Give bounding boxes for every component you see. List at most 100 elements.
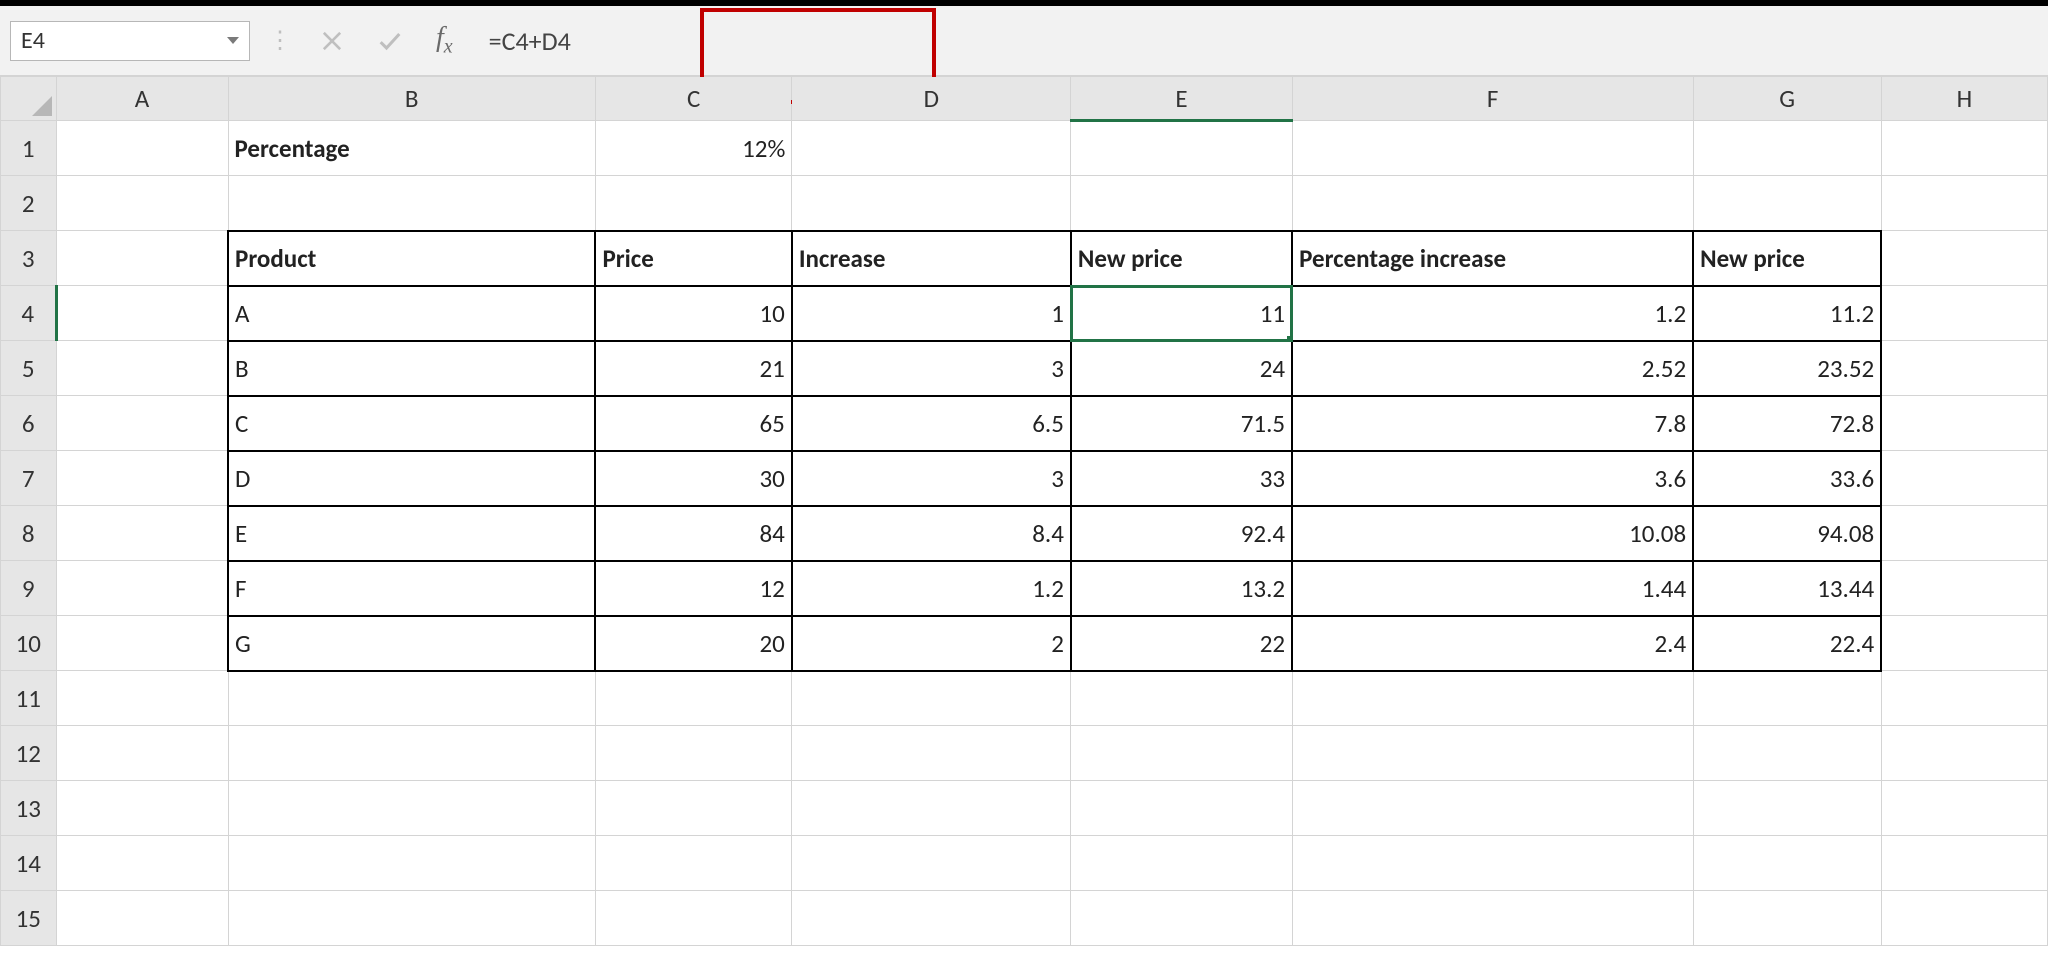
cell-D7[interactable]: 3 xyxy=(792,451,1071,506)
cell-F2[interactable] xyxy=(1292,176,1693,231)
cell-F15[interactable] xyxy=(1292,891,1693,946)
cell-D10[interactable]: 2 xyxy=(792,616,1071,671)
cell-D11[interactable] xyxy=(792,671,1071,726)
cell-B11[interactable] xyxy=(228,671,595,726)
fx-icon[interactable]: fx xyxy=(428,22,461,59)
cell-G2[interactable] xyxy=(1693,176,1881,231)
column-header-F[interactable]: F xyxy=(1292,77,1693,121)
cell-B12[interactable] xyxy=(228,726,595,781)
cell-D15[interactable] xyxy=(792,891,1071,946)
cell-F8[interactable]: 10.08 xyxy=(1292,506,1693,561)
row-header-12[interactable]: 12 xyxy=(1,726,57,781)
cell-H6[interactable] xyxy=(1881,396,2047,451)
cell-G7[interactable]: 33.6 xyxy=(1693,451,1881,506)
cell-A15[interactable] xyxy=(56,891,228,946)
row-header-14[interactable]: 14 xyxy=(1,836,57,891)
spreadsheet-grid[interactable]: ABCDEFGH1Percentage12%23ProductPriceIncr… xyxy=(0,76,2048,946)
cell-C11[interactable] xyxy=(595,671,791,726)
cell-D4[interactable]: 1 xyxy=(792,286,1071,341)
cell-H8[interactable] xyxy=(1881,506,2047,561)
cell-C14[interactable] xyxy=(595,836,791,891)
cell-E8[interactable]: 92.4 xyxy=(1071,506,1292,561)
cell-B10[interactable]: G xyxy=(228,616,595,671)
row-header-7[interactable]: 7 xyxy=(1,451,57,506)
cell-F13[interactable] xyxy=(1292,781,1693,836)
cell-A5[interactable] xyxy=(56,341,228,396)
cell-D9[interactable]: 1.2 xyxy=(792,561,1071,616)
cell-G8[interactable]: 94.08 xyxy=(1693,506,1881,561)
cell-G5[interactable]: 23.52 xyxy=(1693,341,1881,396)
cell-D13[interactable] xyxy=(792,781,1071,836)
cell-C12[interactable] xyxy=(595,726,791,781)
cell-C2[interactable] xyxy=(595,176,791,231)
cell-G13[interactable] xyxy=(1693,781,1881,836)
cell-G3[interactable]: New price xyxy=(1693,231,1881,286)
cell-H12[interactable] xyxy=(1881,726,2047,781)
cell-D12[interactable] xyxy=(792,726,1071,781)
cell-C7[interactable]: 30 xyxy=(595,451,791,506)
cell-G15[interactable] xyxy=(1693,891,1881,946)
cell-F7[interactable]: 3.6 xyxy=(1292,451,1693,506)
cell-C5[interactable]: 21 xyxy=(595,341,791,396)
cell-C9[interactable]: 12 xyxy=(595,561,791,616)
cell-B8[interactable]: E xyxy=(228,506,595,561)
column-header-H[interactable]: H xyxy=(1881,77,2047,121)
cell-H10[interactable] xyxy=(1881,616,2047,671)
cell-C6[interactable]: 65 xyxy=(595,396,791,451)
cell-D6[interactable]: 6.5 xyxy=(792,396,1071,451)
cell-A13[interactable] xyxy=(56,781,228,836)
cell-D8[interactable]: 8.4 xyxy=(792,506,1071,561)
cell-C15[interactable] xyxy=(595,891,791,946)
row-header-11[interactable]: 11 xyxy=(1,671,57,726)
cell-F9[interactable]: 1.44 xyxy=(1292,561,1693,616)
cell-B14[interactable] xyxy=(228,836,595,891)
cell-G12[interactable] xyxy=(1693,726,1881,781)
cell-F1[interactable] xyxy=(1292,121,1693,176)
cell-D1[interactable] xyxy=(792,121,1071,176)
cell-D5[interactable]: 3 xyxy=(792,341,1071,396)
cell-F14[interactable] xyxy=(1292,836,1693,891)
cell-F4[interactable]: 1.2 xyxy=(1292,286,1693,341)
row-header-2[interactable]: 2 xyxy=(1,176,57,231)
cell-E5[interactable]: 24 xyxy=(1071,341,1292,396)
row-header-5[interactable]: 5 xyxy=(1,341,57,396)
cell-H5[interactable] xyxy=(1881,341,2047,396)
cell-F3[interactable]: Percentage increase xyxy=(1292,231,1693,286)
cell-F6[interactable]: 7.8 xyxy=(1292,396,1693,451)
column-header-D[interactable]: D xyxy=(792,77,1071,121)
cell-E15[interactable] xyxy=(1071,891,1292,946)
cell-B15[interactable] xyxy=(228,891,595,946)
row-header-6[interactable]: 6 xyxy=(1,396,57,451)
cell-G9[interactable]: 13.44 xyxy=(1693,561,1881,616)
column-header-G[interactable]: G xyxy=(1693,77,1881,121)
cell-B6[interactable]: C xyxy=(228,396,595,451)
cell-H13[interactable] xyxy=(1881,781,2047,836)
row-header-15[interactable]: 15 xyxy=(1,891,57,946)
column-header-B[interactable]: B xyxy=(228,77,595,121)
cell-D2[interactable] xyxy=(792,176,1071,231)
cell-G14[interactable] xyxy=(1693,836,1881,891)
select-all-corner[interactable] xyxy=(1,77,57,121)
cell-E1[interactable] xyxy=(1071,121,1292,176)
cell-H7[interactable] xyxy=(1881,451,2047,506)
row-header-4[interactable]: 4 xyxy=(1,286,57,341)
cell-A8[interactable] xyxy=(56,506,228,561)
cell-A6[interactable] xyxy=(56,396,228,451)
cell-C8[interactable]: 84 xyxy=(595,506,791,561)
cell-H2[interactable] xyxy=(1881,176,2047,231)
cell-E7[interactable]: 33 xyxy=(1071,451,1292,506)
cell-E13[interactable] xyxy=(1071,781,1292,836)
cell-C4[interactable]: 10 xyxy=(595,286,791,341)
cell-G1[interactable] xyxy=(1693,121,1881,176)
row-header-9[interactable]: 9 xyxy=(1,561,57,616)
cell-B7[interactable]: D xyxy=(228,451,595,506)
cell-E12[interactable] xyxy=(1071,726,1292,781)
cell-A2[interactable] xyxy=(56,176,228,231)
row-header-13[interactable]: 13 xyxy=(1,781,57,836)
cell-E9[interactable]: 13.2 xyxy=(1071,561,1292,616)
cell-A7[interactable] xyxy=(56,451,228,506)
row-header-8[interactable]: 8 xyxy=(1,506,57,561)
cell-C10[interactable]: 20 xyxy=(595,616,791,671)
cell-E4[interactable]: 11 xyxy=(1071,286,1292,341)
cell-C3[interactable]: Price xyxy=(595,231,791,286)
